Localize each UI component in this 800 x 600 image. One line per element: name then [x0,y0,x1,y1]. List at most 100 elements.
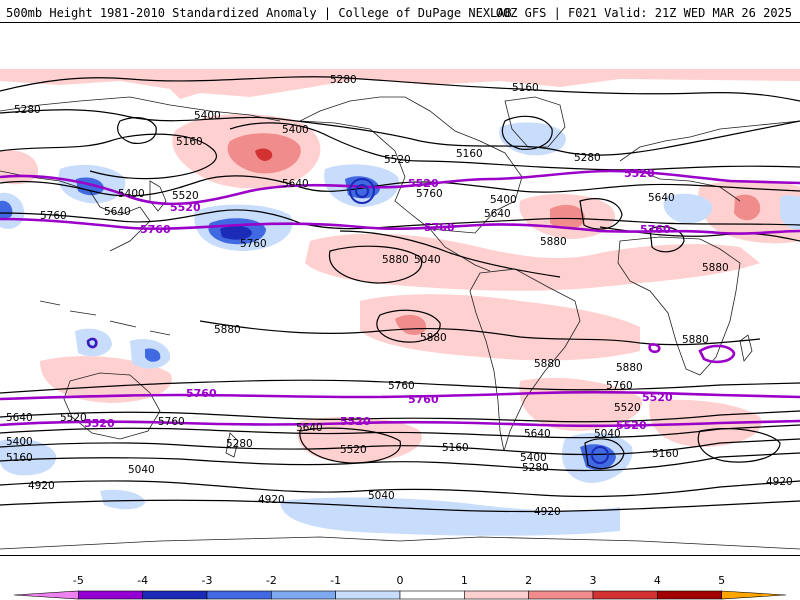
contour-label: 5520 [614,402,641,414]
colorbar-swatch [721,590,787,600]
new-zealand-coast [225,432,239,458]
japan-coast [149,180,167,212]
europe-coast [619,120,800,202]
colorbar-tick-label: 2 [525,574,532,587]
contour-label: 5640 [648,192,675,204]
negative-anomaly-area [780,195,800,230]
closed-contour [376,309,441,343]
contour-line [0,480,800,498]
contour-label: 5880 [420,332,447,344]
contour-label: 4920 [534,506,561,518]
contour-label: 5640 [524,428,551,440]
closed-contour [117,117,157,144]
contour-label: 5880 [382,254,409,266]
contour-line [199,320,761,346]
colorbar-swatches [13,590,787,600]
contour-label: 5880 [534,358,561,370]
highlighted-contour-label: 5760 [140,223,171,236]
contour-label: 5640 [296,422,323,434]
closed-contour [584,438,625,470]
colorbar-swatch [271,590,336,600]
contour-label: 5280 [226,438,253,450]
colorbar-swatch [13,590,79,600]
contour-label: 5760 [388,380,415,392]
antarctica-coast [0,536,800,550]
africa-coast [617,236,741,376]
greenland-coast [504,96,566,148]
colorbar-swatch [142,590,208,600]
highlighted-contour-label: 5520 [408,177,439,190]
low-center-ring [349,178,375,204]
height-contours [0,76,800,513]
contour-label: 5760 [416,188,443,200]
highlighted-contour-label: 5520 [170,201,201,214]
highlighted-contour-label: 5760 [424,221,455,234]
contour-label: 5400 [282,124,309,136]
anomaly-shading [0,69,800,536]
contour-label: 5400 [118,188,145,200]
highlighted-contour-label: 5760 [640,223,671,236]
negative-anomaly-area [663,193,713,224]
contour-label: 5280 [330,74,357,86]
contour-label: 5520 [172,190,199,202]
contour-label: 5040 [414,254,441,266]
colorbar-swatch [335,590,401,600]
contour-label: 5280 [522,462,549,474]
contour-label: 5760 [158,416,185,428]
contour-label: 5880 [702,262,729,274]
positive-anomaly-area [734,194,761,221]
negative-anomaly-area [220,225,252,240]
contour-5760-south [0,390,800,401]
contour-label: 5640 [484,208,511,220]
colorbar-tick-labels: -5 -4 -3 -2 -1 0 1 2 3 4 5 [73,574,725,587]
contour-label: 5640 [104,206,131,218]
highlighted-contour-label: 5760 [186,387,217,400]
contour-label: 5400 [6,436,33,448]
contour-line [0,109,800,156]
colorbar-tick-label: 1 [461,574,468,587]
highlighted-contour-label: 5760 [408,393,439,406]
closed-contour [299,427,401,464]
contour-label: 5160 [652,448,679,460]
contour-label: 5760 [240,238,267,250]
madagascar-coast [739,334,753,362]
negative-anomaly-area [0,438,57,476]
contour-label: 4920 [28,480,55,492]
contour-line [0,438,800,456]
colorbar-swatch [657,590,722,600]
indonesia-coast [39,300,171,336]
colorbar-tick-label: 4 [654,574,661,587]
positive-anomaly-area [0,69,800,99]
contour-label: 4920 [258,494,285,506]
contour-label: 5400 [490,194,517,206]
negative-anomaly-area [75,328,112,357]
positive-anomaly-area [40,356,172,403]
north-america-coast [298,96,523,234]
contour-line [0,424,800,439]
contour-label: 5040 [594,428,621,440]
asia-coast [0,96,281,252]
contour-5880-small [648,343,661,354]
contour-5880-closed [698,344,736,364]
run-valid-time: 00Z GFS | F021 Valid: 21Z WED MAR 26 202… [495,6,792,20]
colorbar-swatch [528,590,594,600]
contour-5760-north [0,217,800,235]
contour-label: 5040 [128,464,155,476]
positive-anomaly-area [255,148,273,161]
closed-contour [697,428,781,463]
contour-label: 5160 [456,148,483,160]
contour-label: 5880 [682,334,709,346]
contour-label: 5760 [606,380,633,392]
contour-5520-north [0,169,800,206]
contour-label: 5160 [6,452,33,464]
closed-contour [328,245,423,284]
colorbar-tick-label: -1 [330,574,341,587]
contour-label: 5400 [194,110,221,122]
colorbar-tick-label: 0 [397,574,404,587]
contour-label: 5520 [340,444,367,456]
positive-anomaly-area [305,233,760,291]
contour-line [0,379,800,394]
contour-label: 4920 [766,476,793,488]
contour-label: 5760 [40,210,67,222]
positive-anomaly-area [550,204,585,230]
